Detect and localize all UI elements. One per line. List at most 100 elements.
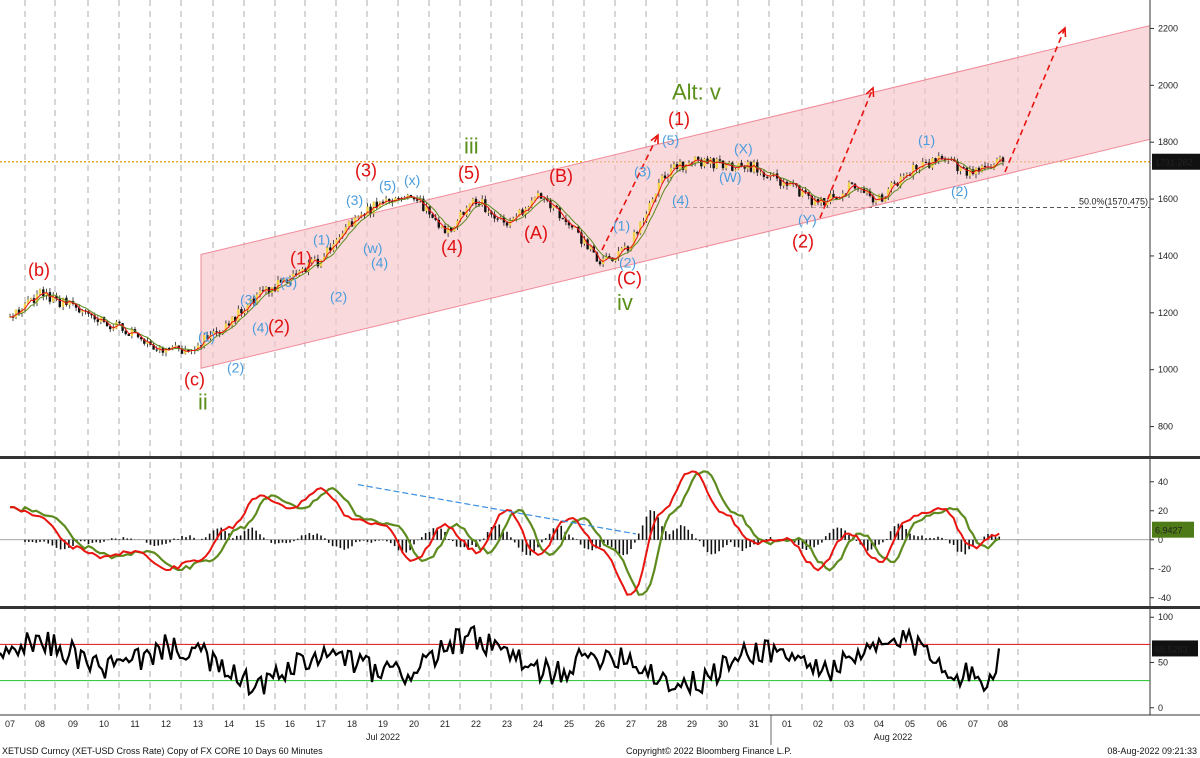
candle-body [310, 259, 313, 263]
x-day-label: 30 [718, 719, 728, 729]
candle-body [521, 209, 524, 215]
osc-ytick-label: 40 [1158, 477, 1168, 487]
wave-label: (1) [198, 328, 215, 344]
candle-body [14, 309, 18, 318]
wave-label: (2) [268, 317, 290, 337]
candle-body [335, 239, 338, 245]
candle-body [422, 198, 425, 211]
x-day-label: 10 [99, 719, 109, 729]
candle-body [406, 194, 409, 198]
candle-body [687, 162, 691, 165]
candle-body [261, 290, 265, 292]
candle-body [943, 159, 947, 161]
candle-body [921, 161, 924, 168]
candle-body [474, 198, 478, 205]
candle-body [468, 203, 471, 208]
footer-left: XETUSD Curncy (XET-USD Cross Rate) Copy … [2, 746, 323, 756]
candle-body [589, 246, 592, 250]
projection-arrow-1-head [650, 133, 659, 145]
candle-body [608, 256, 611, 258]
x-day-label: 28 [657, 719, 667, 729]
candle-body [81, 310, 84, 313]
candle-body [38, 289, 42, 295]
candle-body [924, 161, 928, 163]
candle-body [124, 330, 127, 335]
candle-body [477, 204, 481, 206]
x-day-label: 13 [193, 719, 203, 729]
last-price-value: 1731.282 [1155, 158, 1193, 168]
wave-label: (3) [634, 163, 651, 179]
candle-body [347, 221, 351, 228]
candle-body [446, 227, 450, 233]
candle-body [721, 160, 725, 169]
price-ytick-label: 1400 [1158, 251, 1178, 261]
candle-body [912, 164, 915, 176]
candle-body [850, 182, 854, 184]
candle-body [977, 167, 981, 172]
candle-body [187, 349, 190, 352]
wave-label: (1) [313, 232, 330, 248]
candle-body [378, 201, 382, 208]
wave-label: (4) [672, 192, 689, 208]
x-day-label: 08 [35, 719, 45, 729]
candle-body [279, 279, 283, 283]
x-day-label: 15 [255, 719, 265, 729]
candle-body [899, 176, 902, 186]
candle-body [174, 345, 177, 347]
candle-body [227, 323, 231, 326]
candle-body [552, 205, 555, 209]
candle-body [654, 193, 657, 200]
wave-label: (2) [951, 183, 968, 199]
wave-label: (2) [792, 231, 814, 251]
candle-body [218, 332, 221, 334]
rsi-line [0, 624, 1001, 697]
rsi-ytick-label: 100 [1158, 612, 1173, 622]
candle-body [246, 304, 249, 311]
candle-body [636, 232, 639, 234]
candle-body [642, 221, 645, 223]
candle-body [45, 292, 48, 297]
x-day-label: 02 [813, 719, 823, 729]
candle-body [561, 218, 564, 220]
candle-body [877, 194, 881, 201]
candle-body [564, 218, 568, 223]
candle-body [443, 225, 447, 233]
candle-body [381, 201, 385, 204]
candle-body [598, 261, 602, 265]
candle-body [196, 345, 200, 351]
candle-body [934, 158, 937, 162]
candle-body [684, 164, 688, 170]
candle-body [570, 225, 574, 228]
x-day-label: 09 [68, 719, 78, 729]
wave-label: (B) [549, 166, 573, 186]
candle-body [847, 182, 851, 195]
candle-body [785, 181, 789, 186]
candle-body [168, 348, 171, 350]
candle-body [515, 216, 518, 219]
candle-body [78, 307, 81, 313]
wave-label: (4) [441, 237, 463, 257]
candle-body [965, 167, 968, 176]
moving-average-red [9, 158, 1004, 353]
candle-body [971, 169, 975, 175]
candle-body [648, 202, 651, 214]
candle-body [155, 349, 158, 351]
candle-body [998, 157, 1002, 160]
footer-center: Copyright© 2022 Bloomberg Finance L.P. [626, 746, 792, 756]
x-day-label: 20 [409, 719, 419, 729]
candle-body [87, 311, 90, 314]
candle-body [252, 298, 255, 304]
projection-arrow-2-head [865, 86, 875, 98]
candle-body [959, 167, 962, 172]
candle-body [96, 319, 99, 322]
candle-body [301, 268, 304, 272]
candle-body [918, 167, 921, 170]
wave-label: (1) [918, 132, 935, 148]
wave-label: (2) [227, 360, 244, 376]
panels [0, 0, 1200, 716]
candle-body [313, 258, 316, 260]
fib-level-label: 50.0%(1570.475) [1079, 196, 1148, 206]
wave-label: (5) [379, 178, 396, 194]
candle-body [995, 159, 999, 165]
candle-body [766, 176, 769, 178]
